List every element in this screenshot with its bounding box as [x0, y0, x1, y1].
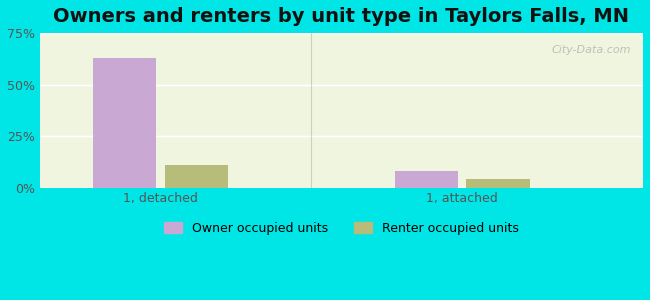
Bar — [93, 58, 156, 188]
Bar — [164, 165, 228, 188]
Bar — [395, 171, 458, 188]
Title: Owners and renters by unit type in Taylors Falls, MN: Owners and renters by unit type in Taylo… — [53, 7, 629, 26]
Legend: Owner occupied units, Renter occupied units: Owner occupied units, Renter occupied un… — [159, 217, 524, 240]
Text: City-Data.com: City-Data.com — [551, 45, 631, 56]
Bar — [466, 179, 530, 188]
